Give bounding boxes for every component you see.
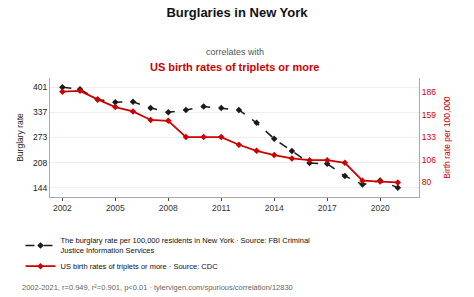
svg-text:106: 106 <box>422 155 436 165</box>
svg-text:401: 401 <box>33 82 47 92</box>
svg-text:337: 337 <box>33 107 47 117</box>
svg-text:2011: 2011 <box>212 203 231 213</box>
svg-text:186: 186 <box>422 87 436 97</box>
svg-text:208: 208 <box>33 158 47 168</box>
svg-text:US birth rates of triplets or: US birth rates of triplets or more <box>150 61 319 73</box>
svg-text:273: 273 <box>33 132 47 142</box>
svg-text:133: 133 <box>422 132 436 142</box>
svg-text:Burglary rate: Burglary rate <box>15 113 25 162</box>
svg-text:Burglaries in New York: Burglaries in New York <box>166 5 308 20</box>
svg-text:2020: 2020 <box>371 203 390 213</box>
svg-text:144: 144 <box>33 183 47 193</box>
svg-text:US birth rates of triplets or: US birth rates of triplets or more · Sou… <box>60 262 218 271</box>
svg-text:The burglary rate per 100,000: The burglary rate per 100,000 residents … <box>60 236 310 255</box>
svg-text:80: 80 <box>422 177 432 187</box>
svg-text:2002-2021, r=0.949, r²=0.901,: 2002-2021, r=0.949, r²=0.901, p<0.01 · t… <box>22 283 293 292</box>
svg-text:correlates with: correlates with <box>206 47 264 57</box>
svg-text:Birth rate per 100,000: Birth rate per 100,000 <box>442 96 452 178</box>
svg-text:2005: 2005 <box>106 203 125 213</box>
svg-text:2014: 2014 <box>265 203 284 213</box>
svg-text:2017: 2017 <box>318 203 337 213</box>
svg-text:2002: 2002 <box>53 203 72 213</box>
svg-text:159: 159 <box>422 110 436 120</box>
svg-text:2008: 2008 <box>159 203 178 213</box>
